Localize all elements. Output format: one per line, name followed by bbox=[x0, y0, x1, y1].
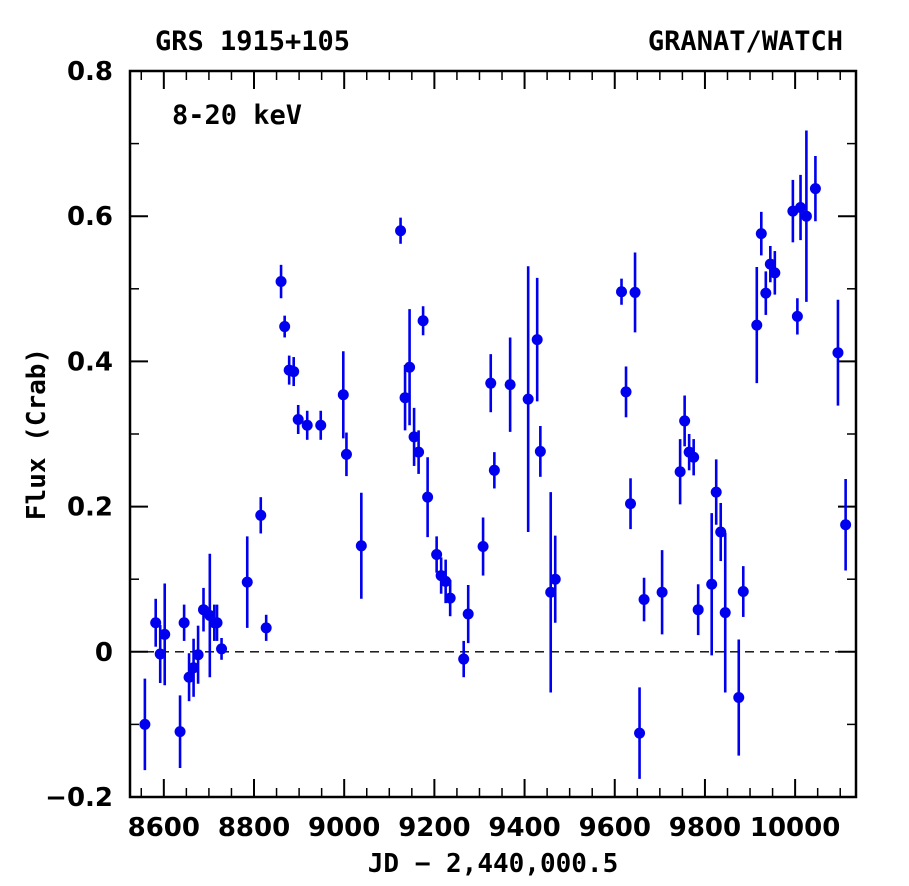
data-point bbox=[692, 604, 704, 616]
data-point bbox=[751, 319, 763, 331]
data-point bbox=[337, 389, 349, 401]
data-point bbox=[534, 445, 546, 457]
data-point bbox=[545, 586, 557, 598]
data-point bbox=[275, 276, 287, 288]
chart-title-left: GRS 1915+105 bbox=[155, 26, 350, 57]
y-tick-label: 0.2 bbox=[67, 493, 113, 523]
data-point bbox=[477, 541, 489, 553]
data-point bbox=[395, 225, 407, 237]
y-tick-label: 0.4 bbox=[67, 347, 113, 377]
data-point bbox=[440, 575, 452, 587]
data-point bbox=[616, 286, 628, 298]
data-point bbox=[183, 671, 195, 683]
data-point bbox=[638, 594, 650, 606]
data-point bbox=[154, 648, 166, 660]
data-points bbox=[139, 130, 852, 779]
data-point bbox=[733, 692, 745, 704]
data-point bbox=[150, 617, 162, 629]
data-point bbox=[625, 498, 637, 510]
data-point bbox=[634, 727, 646, 739]
x-tick-label: 9600 bbox=[579, 813, 651, 843]
data-point bbox=[417, 315, 429, 327]
tick-labels: 8600 8800 9000 9200 9400 9600 9800 10000 −0.2 0 0.… bbox=[45, 57, 840, 843]
energy-band-annotation: 8-20 keV bbox=[172, 100, 302, 131]
data-point bbox=[178, 617, 190, 629]
data-point bbox=[458, 653, 470, 665]
data-point bbox=[760, 287, 772, 299]
data-point bbox=[241, 576, 253, 588]
data-point bbox=[795, 201, 807, 213]
data-point bbox=[769, 267, 781, 279]
data-point bbox=[355, 540, 367, 552]
data-point bbox=[504, 379, 516, 391]
data-point bbox=[656, 586, 668, 598]
x-tick-label: 9000 bbox=[308, 813, 380, 843]
data-point bbox=[399, 392, 411, 404]
x-tick-label: 9200 bbox=[398, 813, 470, 843]
data-point bbox=[620, 386, 632, 398]
data-point bbox=[315, 419, 327, 431]
data-point bbox=[488, 464, 500, 476]
data-point bbox=[279, 321, 291, 333]
data-point bbox=[211, 617, 223, 629]
x-tick-label: 8800 bbox=[218, 813, 290, 843]
x-tick-label: 9800 bbox=[669, 813, 741, 843]
data-point bbox=[549, 573, 561, 585]
data-point bbox=[629, 286, 641, 298]
data-point bbox=[404, 361, 416, 373]
data-point bbox=[431, 549, 443, 561]
data-point bbox=[255, 509, 267, 521]
data-point bbox=[159, 628, 171, 640]
data-point bbox=[710, 486, 722, 498]
axis-ticks bbox=[130, 70, 856, 798]
data-point bbox=[260, 622, 272, 634]
data-point bbox=[688, 451, 700, 463]
data-point bbox=[422, 491, 434, 503]
y-tick-label: 0.8 bbox=[67, 57, 113, 87]
data-point bbox=[301, 419, 313, 431]
data-point bbox=[288, 366, 300, 378]
data-point bbox=[706, 578, 718, 590]
data-point bbox=[174, 726, 186, 738]
y-tick-label: −0.2 bbox=[45, 783, 113, 813]
data-point bbox=[764, 258, 776, 270]
data-point bbox=[755, 228, 767, 240]
x-tick-label: 9400 bbox=[488, 813, 560, 843]
chart-title-right: GRANAT/WATCH bbox=[648, 26, 843, 57]
data-point bbox=[444, 592, 456, 604]
data-point bbox=[216, 643, 228, 655]
data-point bbox=[715, 526, 727, 538]
data-point bbox=[408, 431, 420, 443]
data-point bbox=[674, 466, 686, 478]
data-point bbox=[531, 334, 543, 346]
y-axis-label: Flux (Crab) bbox=[22, 348, 52, 520]
data-point bbox=[188, 662, 200, 674]
x-tick-label: 8600 bbox=[128, 813, 200, 843]
data-point bbox=[719, 607, 731, 619]
data-point bbox=[840, 519, 852, 531]
y-tick-label: 0 bbox=[95, 638, 113, 668]
data-point bbox=[340, 448, 352, 460]
data-point bbox=[485, 377, 497, 389]
plot-frame bbox=[128, 69, 858, 799]
x-tick-label: 10000 bbox=[750, 813, 840, 843]
data-point bbox=[809, 183, 821, 195]
data-point bbox=[832, 347, 844, 359]
data-point bbox=[462, 608, 474, 620]
data-point bbox=[139, 718, 151, 730]
data-point bbox=[413, 446, 425, 458]
y-tick-label: 0.6 bbox=[67, 202, 113, 232]
data-point bbox=[292, 413, 304, 425]
data-point bbox=[192, 649, 204, 661]
data-point bbox=[791, 310, 803, 322]
x-axis-label: JD − 2,440,000.5 bbox=[368, 849, 618, 879]
data-point bbox=[522, 393, 534, 405]
data-point bbox=[800, 210, 812, 222]
data-point bbox=[679, 415, 691, 427]
data-point bbox=[737, 586, 749, 598]
